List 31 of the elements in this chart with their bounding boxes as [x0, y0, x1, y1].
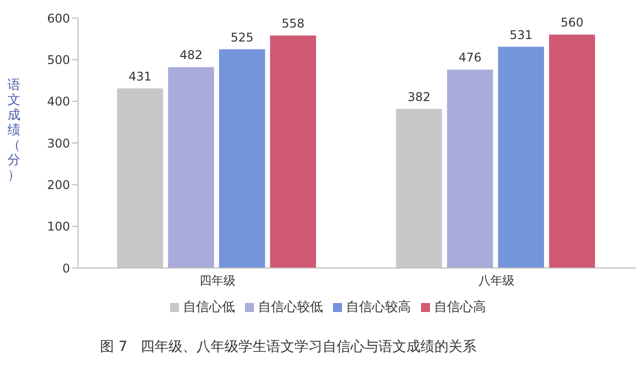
y-tick-label: 600	[47, 11, 70, 26]
data-label: 531	[510, 28, 533, 42]
y-tick-label: 200	[47, 178, 70, 192]
bar	[168, 67, 214, 268]
y-tick-label: 0	[62, 261, 70, 276]
data-label: 382	[408, 90, 431, 104]
legend-label: 自信心较低	[258, 300, 323, 315]
y-tick-label: 500	[47, 52, 70, 67]
legend-label: 自信心较高	[346, 300, 411, 315]
y-tick-label: 300	[47, 136, 70, 150]
caption: 图 7 四年级、八年级学生语文学习自信心与语文成绩的关系	[100, 338, 477, 356]
y-tick-label: 400	[47, 94, 70, 109]
x-tick-label: 四年级	[200, 274, 236, 288]
legend-label: 自信心高	[434, 300, 486, 315]
bar	[117, 88, 164, 268]
data-label: 431	[128, 69, 152, 84]
bar	[447, 70, 494, 268]
bar	[549, 34, 596, 268]
bar	[498, 46, 544, 268]
data-label: 558	[282, 16, 305, 30]
data-label: 476	[458, 50, 482, 65]
bar	[270, 36, 316, 268]
y-axis-title: 语文成绩（分）	[6, 78, 22, 183]
data-label: 525	[230, 30, 254, 44]
bar	[219, 49, 266, 268]
y-tick-label: 100	[47, 220, 70, 234]
data-label: 482	[180, 48, 203, 62]
data-label: 560	[560, 16, 584, 30]
x-tick-label: 八年级	[478, 274, 514, 288]
bar	[396, 108, 442, 268]
legend-label: 自信心低	[183, 300, 235, 315]
